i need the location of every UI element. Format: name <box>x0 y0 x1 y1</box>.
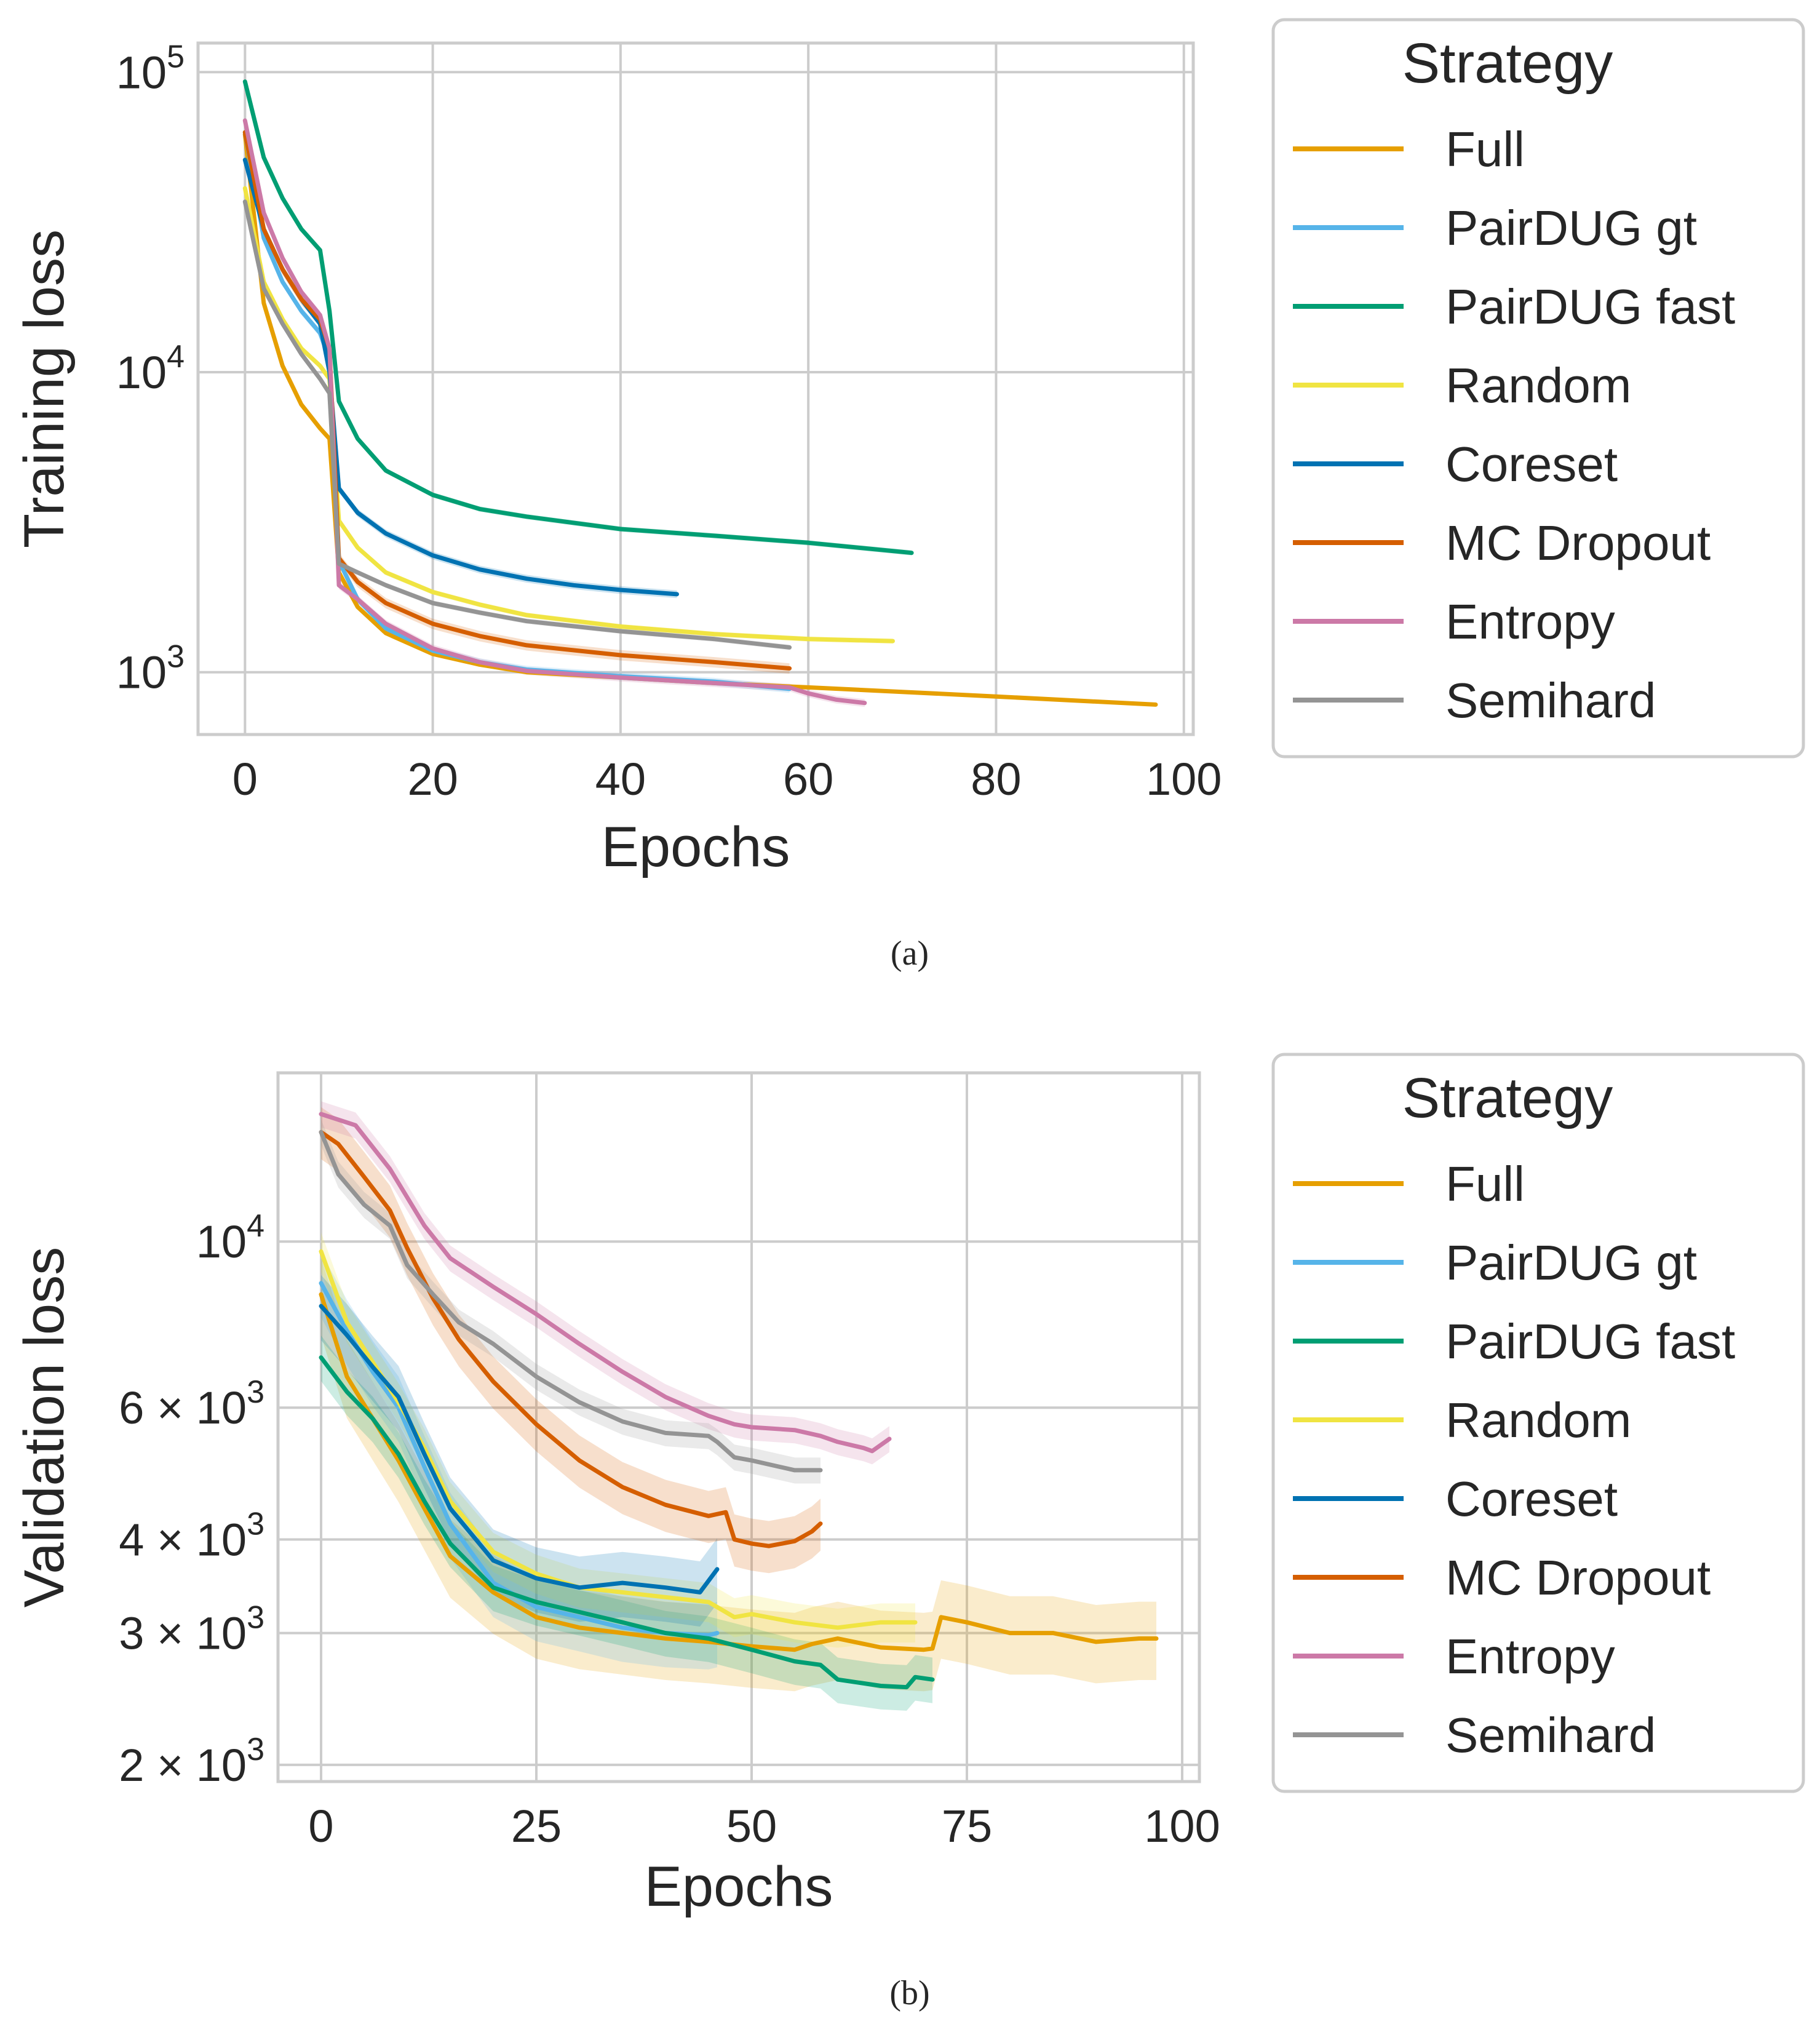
a-y-tick-label: 104 <box>116 339 185 398</box>
b-band-coreset <box>321 1275 717 1627</box>
b-band-pairdug-gt <box>321 1252 717 1670</box>
a-x-tick-label: 60 <box>783 754 833 805</box>
b-legend-label-mc-dropout: MC Dropout <box>1445 1550 1711 1605</box>
a-legend-frame <box>1271 18 1805 759</box>
a-x-tick-label: 100 <box>1146 754 1222 805</box>
b-legend-frame <box>1271 1053 1805 1793</box>
b-line-mc-dropout <box>319 1129 823 1548</box>
b-plot-frame <box>276 1071 1201 1783</box>
a-legend-title: Strategy <box>1402 32 1613 95</box>
b-y-tick-label: 3 × 103 <box>119 1600 264 1659</box>
b-line-entropy <box>319 1112 892 1454</box>
b-y-tick-label: 6 × 103 <box>119 1374 264 1433</box>
a-y-tick-labels: 103 104 105 <box>116 39 185 698</box>
b-line-pairdug-fast <box>319 1355 935 1690</box>
a-line-mc-dropout <box>242 130 792 671</box>
a-line-random <box>242 186 895 643</box>
a-plot-frame <box>196 41 1195 736</box>
b-x-tick-label: 50 <box>726 1801 777 1852</box>
a-legend-label-semihard: Semihard <box>1445 673 1656 728</box>
a-y-axis-label: Training loss <box>13 229 76 548</box>
b-band-mc-dropout <box>321 1107 821 1574</box>
b-x-axis-label: Epochs <box>645 1855 833 1918</box>
b-series-lines <box>319 1112 1159 1690</box>
b-legend-label-full: Full <box>1445 1157 1525 1211</box>
b-x-tick-label: 0 <box>308 1801 333 1852</box>
a-line-semihard <box>242 199 792 650</box>
b-y-tick-label: 2 × 103 <box>119 1732 264 1791</box>
b-band-entropy <box>321 1101 889 1465</box>
panel-a-training-loss: 0 20 40 60 80 100 103 104 105 Epochs Training l… <box>13 18 1805 973</box>
a-x-tick-label: 40 <box>595 754 646 805</box>
a-y-tick-label: 103 <box>116 639 185 698</box>
b-line-random <box>319 1249 918 1630</box>
b-y-tick-labels: 2 × 103 3 × 103 4 × 103 6 × 103 104 <box>119 1208 264 1791</box>
a-legend-label-entropy: Entropy <box>1445 594 1615 649</box>
b-y-axis-label: Validation loss <box>13 1247 76 1607</box>
b-line-coreset <box>319 1304 720 1595</box>
a-legend: Strategy Full PairDUG gt PairDUG fast Random… <box>1271 18 1805 759</box>
a-x-tick-label: 0 <box>232 754 258 805</box>
b-legend: Strategy Full PairDUG gt PairDUG fast Random… <box>1271 1053 1805 1793</box>
b-legend-label-random: Random <box>1445 1393 1631 1448</box>
b-line-semihard <box>319 1129 823 1473</box>
a-x-axis-label: Epochs <box>602 816 790 878</box>
b-legend-label-pairdug-fast: PairDUG fast <box>1445 1314 1735 1369</box>
a-legend-label-pairdug-fast: PairDUG fast <box>1445 279 1735 334</box>
b-x-tick-label: 25 <box>511 1801 562 1852</box>
b-x-tick-label: 75 <box>942 1801 992 1852</box>
b-y-tick-label: 4 × 103 <box>119 1507 264 1566</box>
a-line-pairdug-fast <box>242 79 914 556</box>
b-band-random <box>321 1232 915 1648</box>
a-x-tick-label: 20 <box>407 754 458 805</box>
b-caption: (b) <box>889 1974 929 2012</box>
b-line-full <box>319 1292 1159 1652</box>
a-series-lines <box>242 79 1158 707</box>
b-legend-label-semihard: Semihard <box>1445 1708 1656 1762</box>
a-legend-label-mc-dropout: MC Dropout <box>1445 516 1711 570</box>
b-legend-title: Strategy <box>1402 1067 1613 1129</box>
a-line-entropy <box>242 118 867 706</box>
b-legend-label-entropy: Entropy <box>1445 1629 1615 1684</box>
b-legend-label-coreset: Coreset <box>1445 1471 1618 1526</box>
a-legend-label-full: Full <box>1445 122 1525 177</box>
a-line-full <box>242 132 1158 707</box>
a-caption: (a) <box>891 934 929 973</box>
b-x-tick-label: 100 <box>1144 1801 1220 1852</box>
a-legend-label-random: Random <box>1445 358 1631 413</box>
a-x-tick-labels: 0 20 40 60 80 100 <box>232 754 1222 805</box>
b-legend-label-pairdug-gt: PairDUG gt <box>1445 1235 1697 1290</box>
a-legend-label-coreset: Coreset <box>1445 437 1618 492</box>
a-legend-label-pairdug-gt: PairDUG gt <box>1445 201 1697 255</box>
b-y-tick-label: 104 <box>196 1208 264 1267</box>
b-band-full <box>321 1257 1156 1692</box>
a-grid <box>198 43 1193 735</box>
b-x-tick-labels: 0 25 50 75 100 <box>308 1801 1220 1852</box>
a-y-tick-label: 105 <box>116 39 185 98</box>
a-x-tick-label: 80 <box>971 754 1021 805</box>
panel-b-validation-loss: 0 25 50 75 100 2 × 103 3 × 103 4 × 103 6 × 103 1… <box>13 1053 1805 2012</box>
